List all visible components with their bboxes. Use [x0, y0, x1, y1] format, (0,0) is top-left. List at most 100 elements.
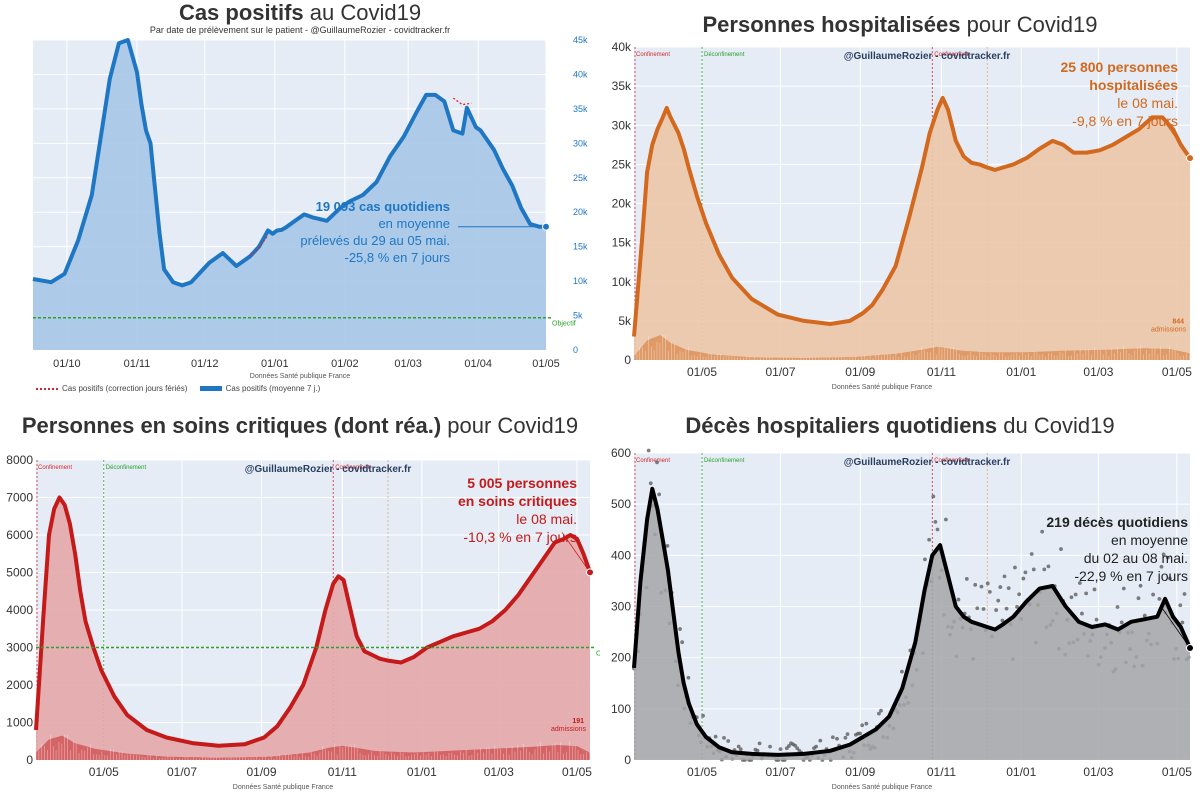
- deaths-daily-dot: [726, 739, 731, 743]
- deaths-daily-dot: [655, 460, 659, 465]
- deaths-daily-dot: [814, 744, 819, 749]
- cases-x-tick-label: 01/03: [394, 358, 422, 370]
- hosp-chart: 0 5k 10k 15k 20k 25k 30k 35k 40k 01/05 01/07 01/09 0…: [612, 40, 1194, 391]
- icu-admissions-label: admissions: [551, 726, 587, 733]
- deaths-daily-dot: [678, 627, 682, 631]
- deaths-x-tick-label: 01/07: [766, 765, 796, 779]
- deaths-daily-dot: [1069, 595, 1074, 600]
- deaths-y-tick-label: 300: [611, 600, 631, 614]
- deaths-daily-dot: [830, 735, 835, 740]
- deaths-daily-dot: [835, 736, 839, 741]
- hosp-source: Données Santé publique France: [832, 384, 933, 391]
- deaths-y-tick-label: 500: [611, 497, 631, 511]
- deaths-series-area: [634, 488, 1190, 760]
- icu-y-tick-label: 3000: [6, 641, 33, 655]
- deaths-daily-dot: [757, 741, 762, 746]
- hosp-annotation-leader: [1161, 117, 1191, 159]
- deaths-credit: @GuillaumeRozier - covidtracker.fr: [844, 457, 1011, 468]
- deaths-daily-dot: [994, 608, 999, 612]
- cases-subtitle: Par date de prélèvement sur le patient -…: [149, 25, 451, 35]
- deaths-daily-dot: [1157, 597, 1162, 601]
- hosp-x-tick-label: 01/09: [845, 365, 875, 379]
- deaths-daily-dot: [722, 735, 726, 740]
- legend-item-average: Cas positifs (moyenne 7 j.): [225, 384, 321, 394]
- deaths-daily-dot: [1040, 529, 1045, 534]
- hosp-x-tick-label: 01/07: [766, 365, 796, 379]
- deaths-daily-dot: [755, 748, 760, 753]
- deaths-daily-dot: [786, 744, 791, 748]
- cases-y-tick-label: 20k: [573, 207, 588, 217]
- deaths-daily-dot: [879, 708, 883, 713]
- deaths-daily-dot: [1121, 586, 1126, 591]
- icu-series-area: [36, 497, 590, 760]
- hosp-event-label: Confinement: [636, 52, 670, 58]
- cases-series-area: [33, 40, 546, 350]
- icu-y-tick-label: 2000: [6, 678, 33, 692]
- deaths-daily-dot: [793, 743, 798, 748]
- cases-last-point: [542, 222, 550, 231]
- deaths-daily-dot: [964, 577, 969, 581]
- deaths-daily-dot: [665, 543, 670, 548]
- deaths-daily-dot: [1046, 564, 1051, 569]
- deaths-y-tick-label: 200: [611, 651, 631, 665]
- cases-y-tick-label: 25k: [573, 173, 588, 183]
- cases-y-tick-label: 15k: [573, 242, 588, 252]
- deaths-daily-dot: [860, 723, 865, 728]
- deaths-annotation: 219 décès quotidiens en moyenne du 02 au…: [1046, 514, 1188, 584]
- hosp-y-tick-label: 20k: [612, 197, 632, 211]
- icu-objective-label: Obj: [596, 651, 600, 658]
- deaths-daily-dot: [646, 448, 651, 453]
- deaths-daily-dot: [996, 598, 1001, 603]
- cases-correction-line: [249, 234, 269, 257]
- legend-bar-swatch: [199, 386, 222, 392]
- deaths-daily-dot: [843, 735, 848, 740]
- deaths-daily-dot: [1059, 547, 1063, 551]
- deaths-daily-dot: [657, 492, 662, 497]
- cases-x-tick-label: 01/05: [532, 358, 560, 370]
- icu-x-tick-label: 01/05: [562, 765, 592, 779]
- deaths-x-tick-label: 01/05: [1162, 765, 1192, 779]
- icu-x-tick-label: 01/07: [167, 765, 197, 779]
- cases-x-tick-label: 01/01: [261, 358, 289, 370]
- cases-series-line: [32, 38, 546, 288]
- deaths-event-label: Déconfinement: [704, 458, 745, 464]
- deaths-x-tick-label: 01/01: [1006, 765, 1036, 779]
- deaths-daily-dot: [1002, 574, 1007, 579]
- icu-chart: 0 1000 2000 3000 4000 5000 6000 7000 8000 01/05 01…: [6, 453, 600, 791]
- deaths-daily-dot: [981, 607, 986, 611]
- icu-x-tick-label: 01/01: [407, 765, 437, 779]
- deaths-daily-dot: [998, 585, 1003, 589]
- deaths-daily-dot: [680, 640, 685, 645]
- deaths-daily-dot: [923, 557, 927, 562]
- deaths-daily-dot: [1029, 552, 1034, 556]
- cases-y-tick-label: 30k: [573, 138, 588, 148]
- hosp-admissions-area: [634, 335, 1190, 360]
- deaths-daily-dot: [987, 589, 992, 594]
- icu-annotation: 5 005 personnes en soins critiques le 08…: [457, 475, 577, 545]
- deaths-daily-dot: [778, 747, 783, 752]
- deaths-daily-dot: [877, 711, 881, 716]
- deaths-daily-dot: [818, 738, 823, 743]
- hosp-title: Personnes hospitalisées pour Covid19: [702, 12, 1098, 37]
- hosp-x-tick-label: 01/05: [1162, 365, 1192, 379]
- deaths-daily-dot: [1142, 613, 1147, 618]
- deaths-daily-dot: [1165, 555, 1170, 560]
- icu-last-point: [586, 568, 594, 577]
- cases-correction-line: [452, 97, 472, 106]
- deaths-y-tick-label: 100: [611, 702, 631, 716]
- hosp-y-tick-label: 10k: [612, 275, 632, 289]
- deaths-daily-dot: [1031, 567, 1036, 572]
- hosp-annotation: 25 800 personnes hospitalisées le 08 mai…: [1060, 59, 1178, 129]
- cases-x-tick-label: 01/10: [53, 358, 81, 370]
- deaths-daily-dot: [975, 606, 980, 611]
- icu-title: Personnes en soins critiques (dont réa.)…: [21, 413, 579, 438]
- deaths-daily-dot: [686, 675, 691, 680]
- hosp-x-tick-label: 01/03: [1083, 365, 1113, 379]
- hosp-y-tick-label: 35k: [612, 79, 632, 93]
- hosp-event-label: Déconfinement: [704, 52, 745, 58]
- deaths-daily-dot: [1000, 618, 1005, 623]
- hosp-y-tick-label: 0: [624, 353, 631, 367]
- deaths-daily-dot: [985, 581, 990, 586]
- deaths-x-tick-label: 01/05: [687, 765, 717, 779]
- cases-x-tick-label: 01/11: [124, 358, 151, 370]
